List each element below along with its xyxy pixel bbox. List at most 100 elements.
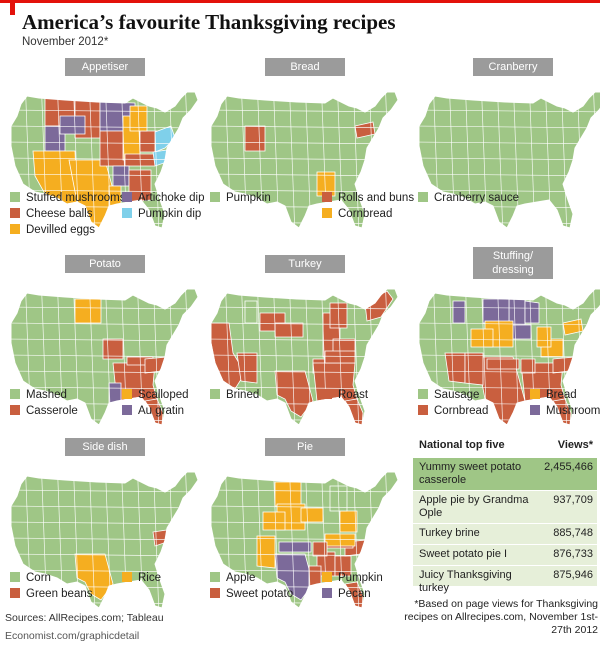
- map-region: [244, 300, 258, 324]
- us-map: [10, 471, 199, 609]
- state-border: [288, 289, 296, 425]
- legend-swatch: [530, 405, 540, 415]
- sources: Sources: AllRecipes.com; Tableau: [5, 612, 164, 624]
- table-header: National top five Views*: [413, 437, 597, 457]
- chart-subtitle: November 2012*: [22, 36, 109, 48]
- legend-label: Cornbread: [434, 405, 489, 417]
- state-border: [419, 322, 600, 326]
- legend-item: Cranberry sauce: [418, 190, 519, 206]
- legend-swatch: [322, 389, 332, 399]
- state-border: [11, 601, 198, 605]
- legend-item: Pumpkin: [210, 190, 271, 206]
- map-region: [99, 130, 126, 167]
- map-region: [470, 328, 494, 348]
- map-region: [524, 300, 540, 324]
- panel-label: Pie: [265, 438, 345, 456]
- legend-item: Mashed: [10, 387, 67, 403]
- map-region: [278, 541, 312, 553]
- legend-swatch: [530, 389, 540, 399]
- map-region: [452, 300, 466, 324]
- state-border: [11, 125, 198, 129]
- state-border: [419, 109, 600, 113]
- recipe-name: Juicy Thanksgiving turkey: [419, 569, 512, 594]
- map-outline: [418, 288, 600, 426]
- map-region: [244, 125, 266, 152]
- state-border: [368, 289, 376, 425]
- us-map: [210, 456, 405, 616]
- panel-label: Bread: [265, 58, 345, 76]
- top-five-table: National top five Views* Yummy sweet pot…: [413, 437, 597, 594]
- legend-label: Stuffed mushrooms: [26, 192, 126, 204]
- map-outline: [210, 91, 399, 229]
- state-border: [88, 289, 96, 425]
- credit-link[interactable]: Economist.com/graphicdetail: [5, 630, 140, 642]
- panel-label: Side dish: [65, 438, 145, 456]
- state-border: [11, 322, 198, 326]
- state-border: [88, 92, 96, 228]
- legend-label: Artichoke dip: [138, 192, 205, 204]
- state-border: [211, 505, 398, 509]
- state-border: [401, 76, 405, 236]
- table-row: Sweet potato pie I 876,733: [413, 544, 597, 565]
- map-region: [112, 165, 130, 187]
- legend-item: Rolls and buns: [322, 190, 414, 206]
- recipe-name: Sweet potato pie I: [419, 548, 508, 560]
- brand-tick: [10, 3, 15, 15]
- legend-swatch: [418, 192, 428, 202]
- legend-label: Casserole: [26, 405, 78, 417]
- state-border: [419, 125, 600, 129]
- state-border: [211, 601, 398, 605]
- legend-swatch: [10, 224, 20, 234]
- legend-item: Green beans: [10, 586, 93, 602]
- legend-swatch: [418, 405, 428, 415]
- legend-label: Pecan: [338, 588, 371, 600]
- map-outline: [10, 91, 199, 229]
- legend-swatch: [122, 389, 132, 399]
- map-region: [274, 322, 304, 338]
- us-map: [210, 76, 405, 236]
- legend-label: Green beans: [26, 588, 93, 600]
- state-border: [288, 472, 296, 608]
- legend-swatch: [322, 572, 332, 582]
- legend-swatch: [210, 572, 220, 582]
- legend-item: Roast: [322, 387, 368, 403]
- map-region: [482, 298, 510, 324]
- legend-item: Mushroom: [530, 403, 600, 419]
- recipe-name: Apple pie by Grandma Ople: [419, 494, 529, 519]
- legend-swatch: [10, 389, 20, 399]
- state-border: [288, 92, 296, 228]
- recipe-name: Turkey brine: [419, 527, 480, 539]
- map-region: [274, 553, 314, 601]
- recipe-views: 2,455,466: [544, 461, 593, 473]
- legend-label: Roast: [338, 389, 369, 401]
- us-map: [10, 91, 199, 229]
- legend-label: Rice: [138, 572, 162, 584]
- state-border: [419, 306, 600, 310]
- state-border: [88, 472, 96, 608]
- state-border: [401, 456, 405, 616]
- footnote: *Based on page views for Thanksgiving re…: [404, 598, 598, 636]
- state-border: [211, 306, 398, 310]
- legend-item: Pumpkin: [322, 570, 383, 586]
- chart-title: America’s favourite Thanksgiving recipes: [22, 10, 396, 34]
- state-border: [211, 489, 398, 493]
- map-region: [139, 130, 158, 153]
- legend-item: Apple: [210, 570, 255, 586]
- legend-label: Brined: [226, 389, 260, 401]
- legend-label: Mashed: [26, 389, 67, 401]
- recipe-views: 885,748: [553, 527, 593, 539]
- map-region: [59, 115, 86, 135]
- legend-swatch: [210, 588, 220, 598]
- recipe-views: 937,709: [553, 494, 593, 506]
- legend-label: Mushroom: [546, 405, 600, 417]
- map-region: [312, 541, 328, 557]
- legend-swatch: [122, 192, 132, 202]
- table-row: Juicy Thanksgiving turkey 875,946: [413, 565, 597, 594]
- map-base-region: [419, 92, 600, 228]
- legend-item: Cheese balls: [10, 206, 92, 222]
- map-region: [464, 352, 484, 386]
- recipe-views: 875,946: [553, 569, 593, 581]
- state-border: [211, 322, 398, 326]
- map-region: [486, 358, 520, 370]
- map-outline: [210, 471, 399, 609]
